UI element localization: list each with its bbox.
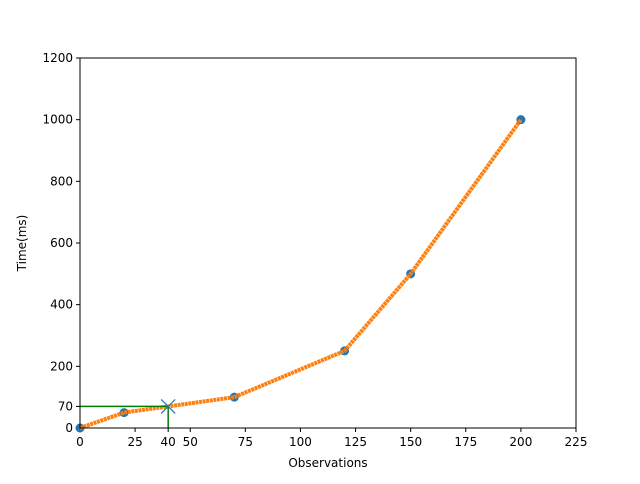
y-tick-label: 1200 bbox=[42, 51, 73, 65]
x-tick-label: 225 bbox=[565, 435, 588, 449]
plot-frame bbox=[79, 57, 577, 429]
y-tick-label: 800 bbox=[50, 174, 73, 188]
line bbox=[79, 118, 523, 430]
y-tick-label: 200 bbox=[50, 359, 73, 373]
x-tick-label: 100 bbox=[289, 435, 312, 449]
y-tick-label: 600 bbox=[50, 236, 73, 250]
x-tick-label: 0 bbox=[76, 435, 84, 449]
x-axis-label: Observations bbox=[288, 456, 367, 470]
y-tick-label: 1000 bbox=[42, 113, 73, 127]
x-tick-label: 200 bbox=[509, 435, 532, 449]
x-tick-label: 40 bbox=[161, 435, 176, 449]
x-tick-label: 25 bbox=[127, 435, 142, 449]
y-tick-label: 70 bbox=[58, 399, 73, 413]
x-tick-label: 75 bbox=[238, 435, 253, 449]
y-tick-label: 400 bbox=[50, 298, 73, 312]
y-tick-label: 0 bbox=[65, 421, 73, 435]
x-tick-label: 175 bbox=[454, 435, 477, 449]
y-axis-label: Time(ms) bbox=[15, 215, 29, 273]
x-marker bbox=[160, 398, 176, 414]
x-tick-label: 50 bbox=[183, 435, 198, 449]
x-tick-label: 150 bbox=[399, 435, 422, 449]
x-tick-label: 125 bbox=[344, 435, 367, 449]
